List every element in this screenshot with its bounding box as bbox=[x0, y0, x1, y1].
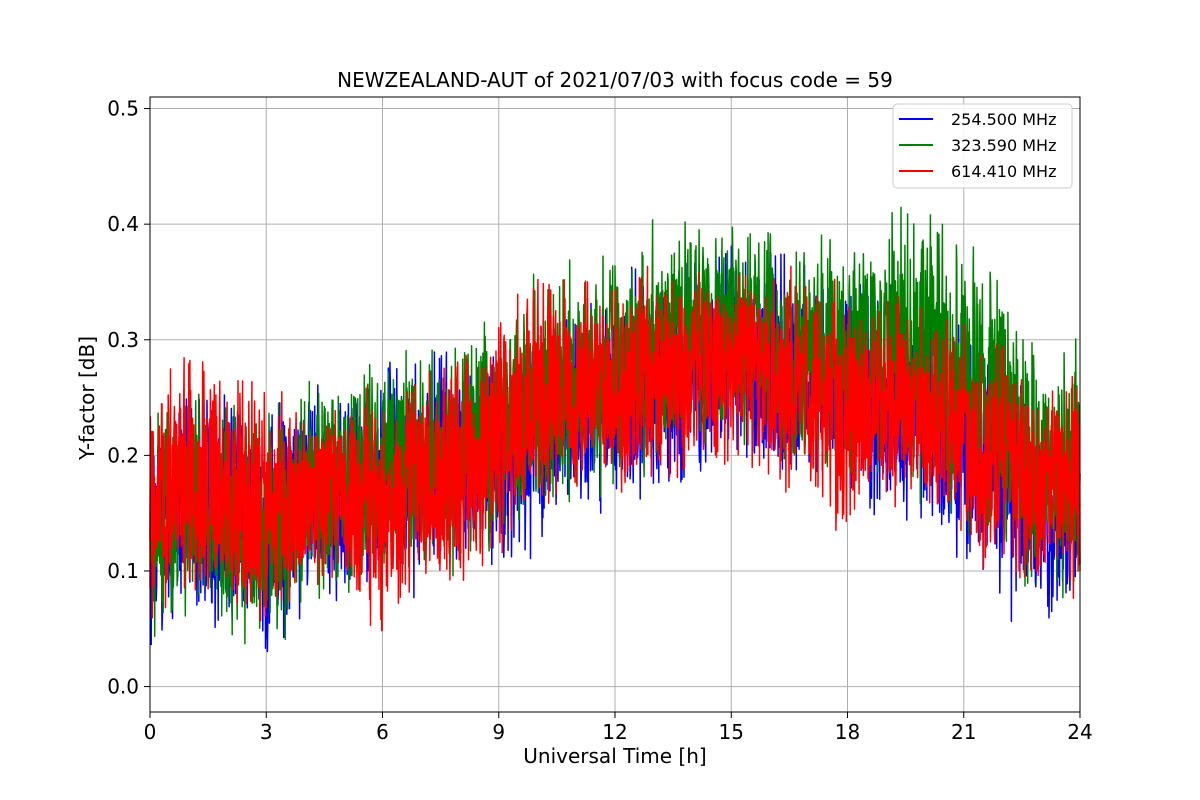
x-tick-label: 15 bbox=[719, 720, 744, 744]
x-tick-label: 6 bbox=[376, 720, 389, 744]
x-tick-label: 12 bbox=[602, 720, 627, 744]
legend-label-1: 323.590 MHz bbox=[951, 136, 1056, 155]
y-tick-label: 0.5 bbox=[107, 97, 139, 121]
legend-label-2: 614.410 MHz bbox=[951, 162, 1056, 181]
chart-title: NEWZEALAND-AUT of 2021/07/03 with focus … bbox=[337, 68, 893, 92]
y-tick-label: 0.3 bbox=[107, 328, 139, 352]
y-tick-label: 0.2 bbox=[107, 443, 139, 467]
y-tick-label: 0.0 bbox=[107, 675, 139, 699]
legend: 254.500 MHz 323.590 MHz 614.410 MHz bbox=[892, 103, 1073, 189]
series-line-2 bbox=[149, 265, 1081, 632]
y-tick-label: 0.4 bbox=[107, 212, 139, 236]
x-tick-label: 21 bbox=[951, 720, 976, 744]
x-tick-label: 18 bbox=[835, 720, 860, 744]
legend-box bbox=[892, 103, 1073, 189]
series-layer bbox=[149, 206, 1081, 653]
y-axis-label: Y-factor [dB] bbox=[75, 336, 99, 461]
x-tick-label: 9 bbox=[492, 720, 505, 744]
x-axis-label: Universal Time [h] bbox=[523, 744, 706, 768]
x-tick-label: 0 bbox=[144, 720, 157, 744]
x-tick-label: 24 bbox=[1067, 720, 1092, 744]
ticks: 0 3 6 9 12 15 18 21 24 0.0 0.1 0.2 0.3 0.4 0.5 bbox=[107, 97, 1093, 744]
y-tick-label: 0.1 bbox=[107, 559, 139, 583]
legend-label-0: 254.500 MHz bbox=[951, 110, 1056, 129]
x-tick-label: 3 bbox=[260, 720, 273, 744]
